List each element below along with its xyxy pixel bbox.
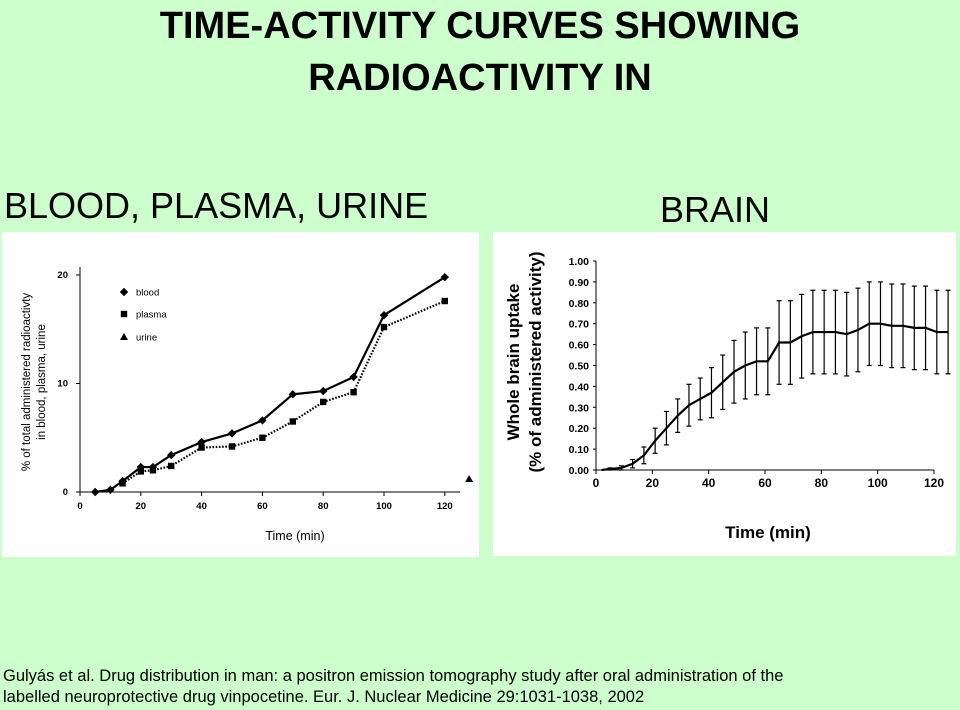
plasma-point — [137, 468, 144, 475]
blood-point — [91, 487, 100, 497]
y-tick-label: 1.00 — [569, 256, 590, 268]
blood-plasma-urine-chart-svg: 0 20 40 60 80 100 120 0 10 20 Time (min) % of total… — [21, 267, 474, 543]
y-tick-label: 0.00 — [569, 465, 590, 477]
blood-point — [440, 272, 449, 282]
x-tick-label: 60 — [758, 476, 772, 490]
y-axis-label-line-1: % of total administered radioactivty — [21, 293, 33, 472]
blood-point — [379, 310, 389, 320]
brain-uptake-chart: 0 20 40 60 80 100 120 0.00 0.10 0.20 0.30 0.40 0.50 0… — [493, 232, 956, 556]
y-axis-label-line-2: (% of administered activity) — [526, 251, 545, 472]
plasma-point — [198, 444, 205, 451]
x-tick-label: 120 — [437, 501, 453, 512]
x-tick-label: 120 — [924, 476, 944, 490]
y-tick-label: 0.20 — [569, 423, 590, 435]
x-tick-label: 100 — [376, 501, 392, 512]
x-tick-label: 80 — [318, 501, 329, 512]
y-tick-label: 0.50 — [569, 361, 590, 373]
legend-blood-label: blood — [136, 288, 159, 299]
plasma-point — [289, 418, 296, 425]
x-tick-label: 100 — [868, 476, 888, 490]
title-line-2: RADIOACTIVITY IN — [308, 57, 652, 99]
plasma-point — [441, 297, 448, 305]
legend-urine-label: urine — [136, 333, 157, 344]
x-axis-label: Time (min) — [725, 523, 811, 542]
citation-line-1: Gulyás et al. Drug distribution in man: … — [3, 667, 784, 685]
blood-point — [319, 386, 328, 396]
x-tick-label: 0 — [77, 501, 82, 512]
title-line-1: TIME-ACTIVITY CURVES SHOWING — [159, 5, 801, 47]
x-tick-label: 20 — [646, 476, 660, 490]
y-tick-label: 0.90 — [569, 277, 590, 289]
brain-uptake-chart-svg: 0 20 40 60 80 100 120 0.00 0.10 0.20 0.30 0.40 0.50 0… — [504, 251, 951, 542]
legend-plasma-label: plasma — [136, 310, 167, 321]
legend-urine-marker — [120, 333, 128, 340]
blood-point — [288, 390, 297, 399]
y-tick-label: 0.80 — [569, 298, 590, 310]
x-axis-label: Time (min) — [265, 529, 324, 543]
urine-point — [465, 474, 474, 482]
x-tick-label: 40 — [702, 476, 716, 490]
blood-point — [227, 429, 237, 438]
y-tick-label: 10 — [57, 379, 68, 390]
brain-uptake-line — [601, 322, 949, 472]
y-axis-label-line-1: Whole brain uptake — [504, 284, 523, 441]
citation: Gulyás et al. Drug distribution in man: … — [3, 666, 953, 708]
y-axis-label-line-2: in blood, plasma, urine — [36, 324, 48, 440]
plasma-point — [380, 323, 388, 331]
y-tick-label: 0.30 — [569, 402, 590, 414]
legend-plasma-marker — [120, 310, 128, 318]
y-tick-label: 0.40 — [569, 381, 590, 393]
citation-line-2: labelled neuroprotective drug vinpocetin… — [3, 688, 645, 706]
x-tick-label: 20 — [136, 501, 147, 512]
x-tick-label: 60 — [257, 501, 268, 512]
right-chart-label: BRAIN — [660, 189, 771, 230]
legend-blood-marker — [119, 287, 129, 297]
plasma-point — [320, 398, 327, 406]
blood-point — [349, 372, 358, 382]
blood-point — [167, 450, 176, 460]
plasma-point — [259, 434, 266, 441]
plasma-point — [119, 480, 126, 487]
blood-line — [95, 276, 446, 494]
blood-point — [106, 485, 115, 495]
plasma-point — [228, 443, 236, 450]
plasma-point — [149, 467, 157, 474]
slide-title: TIME-ACTIVITY CURVES SHOWING RADIOACTIVI… — [0, 0, 960, 104]
left-chart-label: BLOOD, PLASMA, URINE — [4, 185, 429, 226]
plasma-point — [168, 462, 175, 470]
y-tick-label: 20 — [57, 270, 68, 281]
x-tick-label: 40 — [196, 501, 207, 512]
x-tick-label: 0 — [593, 476, 600, 490]
blood-plasma-urine-chart: 0 20 40 60 80 100 120 0 10 20 Time (min) % of total… — [2, 232, 479, 557]
y-tick-label: 0.10 — [569, 444, 590, 456]
plasma-point — [350, 388, 357, 396]
y-tick-label: 0 — [63, 487, 68, 498]
y-tick-label: 0.70 — [569, 319, 590, 331]
x-tick-label: 80 — [815, 476, 829, 490]
plasma-line — [121, 300, 446, 485]
y-tick-label: 0.60 — [569, 340, 590, 352]
blood-point — [258, 416, 267, 425]
